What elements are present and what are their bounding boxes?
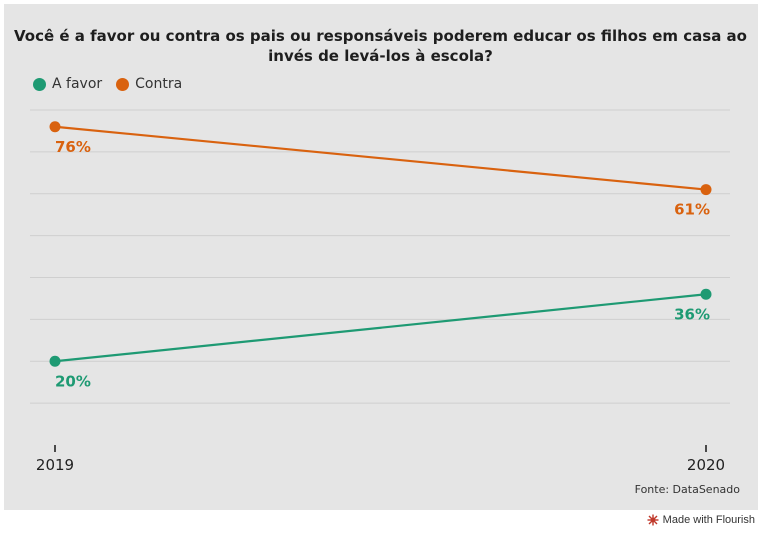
legend-swatch-a-favor: [33, 77, 46, 91]
data-label-a-favor: 36%: [674, 305, 710, 323]
chart-panel: [4, 4, 758, 510]
x-tick-label: 2019: [36, 456, 74, 474]
series-line-a-favor: [54, 293, 707, 363]
legend-item-contra[interactable]: Contra: [116, 76, 182, 92]
flourish-logo-icon: [647, 514, 659, 526]
data-point-contra: [700, 184, 712, 196]
legend: A favor Contra: [33, 76, 182, 92]
data-point-contra: [49, 121, 61, 133]
source-note: Fonte: DataSenado: [634, 483, 740, 496]
data-label-a-favor: 20%: [55, 372, 91, 390]
legend-item-a-favor[interactable]: A favor: [33, 76, 102, 92]
data-label-contra: 61%: [674, 201, 710, 219]
legend-label-contra: Contra: [135, 76, 183, 92]
data-point-a-favor: [49, 355, 61, 367]
legend-label-a-favor: A favor: [52, 76, 103, 92]
legend-swatch-contra: [116, 77, 130, 91]
data-label-contra: 76%: [55, 138, 91, 156]
series-line-contra: [54, 125, 707, 191]
flourish-credit-label: Made with Flourish: [662, 514, 755, 526]
data-point-a-favor: [700, 288, 712, 300]
flourish-credit[interactable]: Made with Flourish: [647, 514, 755, 526]
chart-title: Você é a favor ou contra os pais ou resp…: [14, 27, 747, 65]
x-tick-label: 2020: [687, 456, 725, 474]
